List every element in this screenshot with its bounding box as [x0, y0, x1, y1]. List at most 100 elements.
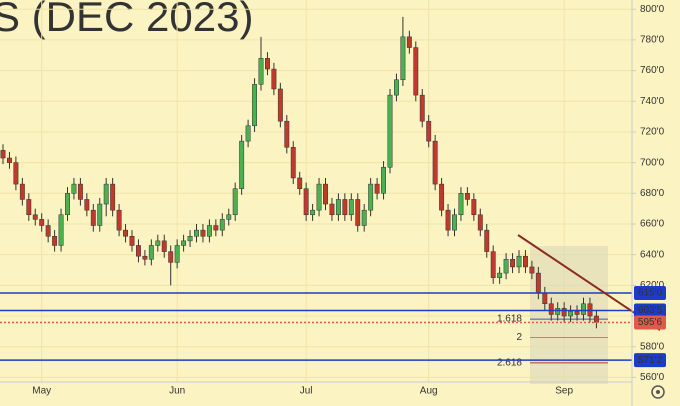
- candle-body: [174, 245, 180, 263]
- candle-body: [187, 236, 193, 242]
- candle-body: [77, 183, 83, 200]
- candle-body: [213, 225, 219, 231]
- y-tick-label: 700'0: [640, 157, 665, 168]
- candle-body: [368, 183, 374, 211]
- candle-body: [116, 209, 122, 231]
- candle-body: [348, 199, 354, 216]
- y-tick-label: 660'0: [640, 219, 665, 230]
- candle-body: [277, 88, 283, 122]
- candle-body: [97, 203, 103, 226]
- candle-body: [432, 140, 438, 185]
- candle-body: [387, 94, 393, 168]
- candle-body: [0, 150, 6, 159]
- candle-body: [419, 94, 425, 122]
- candle-body: [84, 199, 90, 211]
- candle-body: [503, 259, 509, 274]
- candle-body: [490, 251, 496, 278]
- candle-body: [258, 58, 264, 85]
- candle-body: [194, 229, 199, 237]
- candle-body: [574, 311, 580, 315]
- candle-body: [381, 166, 387, 194]
- candle-body: [484, 229, 490, 252]
- candle-body: [110, 183, 116, 211]
- candle-body: [239, 140, 245, 189]
- grid: [0, 0, 632, 382]
- level-tag: [634, 353, 666, 368]
- candle-body: [155, 240, 161, 246]
- x-tick-label: Jun: [169, 386, 185, 397]
- candle-body: [265, 58, 270, 70]
- y-tick-label: 780'0: [640, 35, 665, 46]
- candle-body: [426, 120, 432, 142]
- candle-body: [581, 303, 586, 315]
- candle-body: [471, 199, 477, 216]
- candle-body: [7, 157, 12, 163]
- candle-body: [445, 209, 451, 231]
- candle-body: [71, 183, 77, 194]
- candle-body: [232, 188, 238, 216]
- level-label: 603'5: [638, 305, 663, 316]
- candle-body: [32, 214, 38, 220]
- candle-body: [19, 183, 25, 200]
- candle-body: [535, 272, 541, 294]
- x-tick-label: May: [32, 386, 51, 397]
- candle-body: [593, 315, 599, 323]
- y-tick-label: 720'0: [640, 127, 665, 138]
- candle-body: [142, 255, 148, 260]
- candle-body: [439, 183, 445, 211]
- watermark-title: S (DEC 2023): [0, 0, 253, 40]
- candle-body: [200, 229, 206, 237]
- candle-body: [129, 236, 135, 246]
- candle-body: [39, 219, 45, 226]
- level-label: 615'0: [638, 288, 663, 299]
- y-tick-label: 760'0: [640, 65, 665, 76]
- fib-label: 2.618: [497, 357, 522, 368]
- level-tag: [634, 303, 666, 318]
- y-tick-label: 580'0: [640, 341, 665, 352]
- candle-body: [290, 147, 296, 179]
- candle-body: [45, 225, 51, 237]
- fib-label: 2: [516, 332, 522, 343]
- candle-body: [316, 183, 322, 211]
- candle-body: [226, 214, 232, 220]
- candle-body: [284, 120, 290, 148]
- candle-body: [374, 183, 380, 194]
- candle-body: [181, 240, 187, 246]
- candle-body: [394, 79, 399, 96]
- axis: 800'0 780'0 760'0 740'0 720'0 700'0 680'0 660'0…: [32, 4, 666, 397]
- level-label: 595'6: [638, 317, 663, 328]
- candle-body: [400, 36, 406, 81]
- candle-body: [413, 47, 419, 96]
- candle-body: [355, 199, 361, 226]
- candle-body: [516, 255, 522, 268]
- candle-body: [342, 199, 348, 216]
- level-tag: [634, 315, 666, 330]
- candle-body: [477, 214, 483, 231]
- candle-body: [26, 199, 32, 216]
- x-tick-label: Sep: [555, 386, 573, 397]
- candle-body: [148, 245, 154, 260]
- candle-body: [452, 214, 457, 231]
- fib-label: 1.618: [497, 314, 522, 325]
- candle-body: [323, 183, 328, 205]
- candle-body: [361, 209, 367, 226]
- candle-body: [219, 219, 225, 231]
- y-tick-label: 680'0: [640, 188, 665, 199]
- candle-body: [136, 245, 141, 257]
- y-tick-label: 640'0: [640, 249, 665, 260]
- candle-body: [103, 183, 109, 205]
- y-tick-label: 740'0: [640, 96, 665, 107]
- settings-icon-dot: [656, 390, 660, 394]
- candle-body: [406, 36, 412, 48]
- candle-body: [252, 84, 258, 127]
- candle-body: [329, 203, 335, 216]
- plot: 1.618 2 2.618: [0, 16, 632, 368]
- y-tick-label: 620'0: [640, 280, 665, 291]
- candle-body: [310, 209, 316, 216]
- candle-body: [568, 311, 574, 317]
- candle-body: [555, 308, 561, 315]
- x-tick-label: Jul: [300, 386, 313, 397]
- settings-icon[interactable]: [651, 385, 665, 399]
- candle-body: [58, 214, 64, 246]
- candle-body: [335, 199, 341, 216]
